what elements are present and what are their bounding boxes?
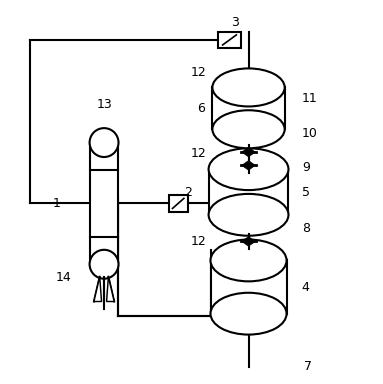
Text: 6: 6 bbox=[197, 102, 205, 115]
Bar bbox=[209, 169, 288, 215]
Text: 14: 14 bbox=[56, 271, 72, 284]
Polygon shape bbox=[242, 147, 255, 152]
Bar bbox=[90, 142, 118, 264]
Polygon shape bbox=[106, 277, 114, 301]
Polygon shape bbox=[242, 166, 255, 170]
Ellipse shape bbox=[209, 194, 288, 236]
Bar bbox=[169, 195, 188, 212]
Polygon shape bbox=[242, 242, 255, 246]
Text: 8: 8 bbox=[302, 222, 310, 235]
Text: 12: 12 bbox=[191, 147, 207, 161]
Text: 5: 5 bbox=[302, 185, 310, 199]
Text: 9: 9 bbox=[302, 161, 309, 174]
Ellipse shape bbox=[213, 68, 285, 106]
Text: 4: 4 bbox=[302, 281, 309, 293]
Ellipse shape bbox=[213, 110, 285, 148]
Ellipse shape bbox=[90, 250, 118, 279]
Ellipse shape bbox=[211, 293, 286, 334]
Text: 12: 12 bbox=[191, 235, 207, 248]
Text: 1: 1 bbox=[52, 197, 61, 210]
Bar bbox=[218, 31, 241, 48]
Text: 12: 12 bbox=[191, 66, 207, 79]
Text: 10: 10 bbox=[302, 127, 318, 139]
Bar bbox=[211, 260, 286, 314]
Text: 11: 11 bbox=[302, 92, 318, 105]
Polygon shape bbox=[242, 161, 255, 166]
Ellipse shape bbox=[211, 240, 286, 281]
Polygon shape bbox=[242, 237, 255, 242]
Bar bbox=[213, 88, 285, 129]
Text: 7: 7 bbox=[304, 360, 312, 372]
Ellipse shape bbox=[209, 148, 288, 190]
Text: 3: 3 bbox=[231, 16, 239, 29]
Text: 13: 13 bbox=[96, 98, 112, 111]
Ellipse shape bbox=[90, 128, 118, 157]
Polygon shape bbox=[94, 277, 101, 301]
Polygon shape bbox=[242, 152, 255, 157]
Text: 2: 2 bbox=[184, 185, 192, 199]
